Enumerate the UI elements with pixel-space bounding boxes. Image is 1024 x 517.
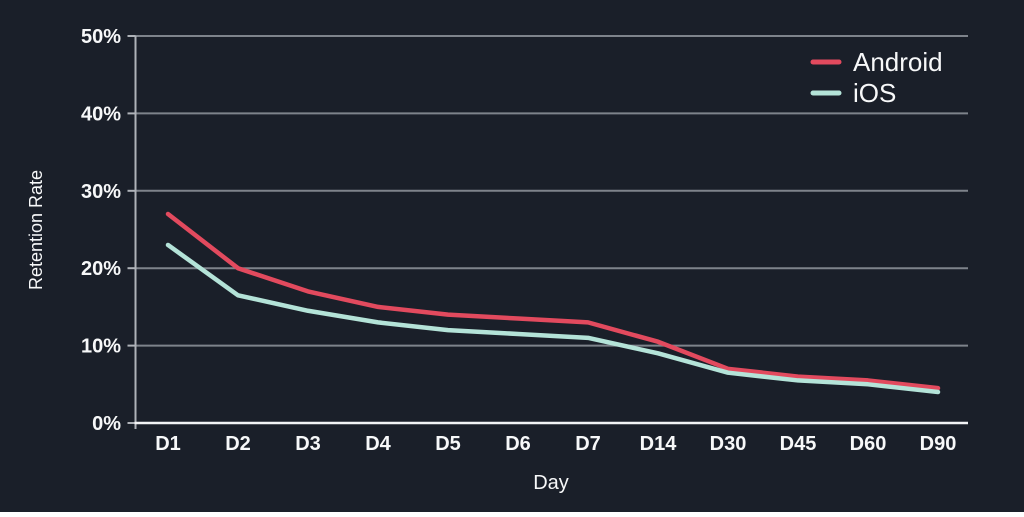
y-tick-label: 50%: [81, 26, 121, 48]
y-tick-label: 0%: [92, 413, 121, 435]
x-tick-label: D60: [850, 433, 887, 455]
x-tick-label: D2: [225, 433, 251, 455]
legend-label: Android: [853, 47, 943, 77]
x-tick-label: D45: [780, 433, 817, 455]
x-tick-label: D5: [435, 433, 461, 455]
series-line-android: [165, 211, 941, 391]
legend-label: iOS: [853, 78, 896, 108]
x-tick-label: D7: [575, 433, 601, 455]
y-axis: [127, 35, 137, 429]
legend-item-ios: iOS: [810, 78, 896, 108]
y-tick-label: 30%: [81, 181, 121, 203]
x-tick-labels: D1 D2 D3 D4 D5 D6 D7 D14 D30 D45 D60 D90: [155, 433, 956, 455]
y-axis-title: Retention Rate: [26, 170, 46, 290]
y-tick-labels: 0% 10% 20% 30% 40% 50%: [81, 26, 121, 435]
x-tick-label: D3: [295, 433, 321, 455]
x-tick-label: D90: [920, 433, 957, 455]
x-axis-title: Day: [533, 472, 569, 494]
x-tick-label: D14: [640, 433, 678, 455]
series-lines: [165, 211, 941, 395]
x-tick-label: D1: [155, 433, 181, 455]
x-tick-label: D6: [505, 433, 531, 455]
y-tick-label: 20%: [81, 258, 121, 280]
gridlines: [135, 35, 968, 347]
series-line-ios: [165, 242, 941, 395]
x-tick-label: D30: [710, 433, 747, 455]
y-tick-label: 40%: [81, 103, 121, 125]
y-tick-label: 10%: [81, 336, 121, 358]
x-tick-label: D4: [365, 433, 391, 455]
legend-item-android: Android: [810, 47, 943, 77]
